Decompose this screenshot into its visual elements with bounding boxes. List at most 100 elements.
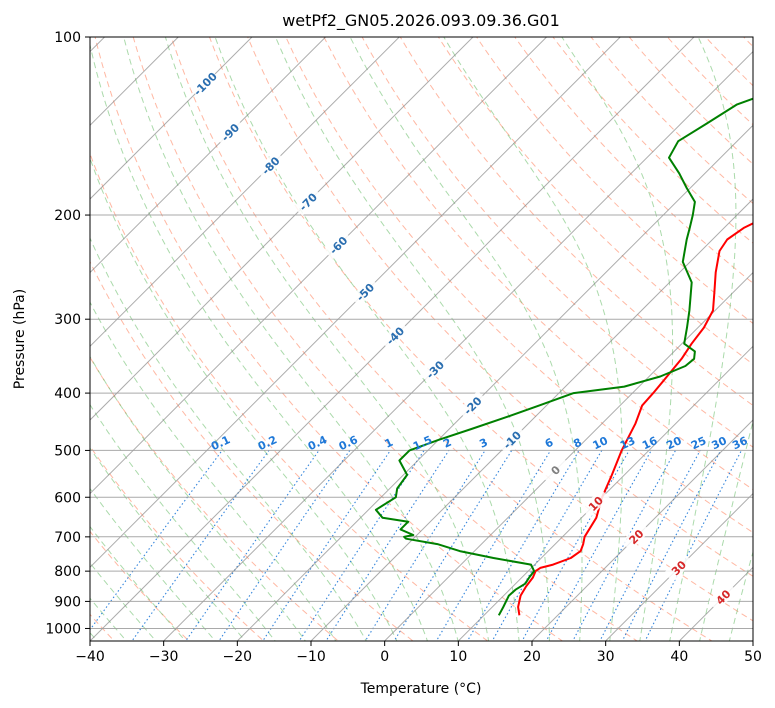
mixing-ratio-line bbox=[262, 450, 391, 641]
y-axis: 100 200 300 400 500 600 700 800 900 1000 bbox=[45, 30, 90, 637]
moist-adiabat-line bbox=[90, 525, 187, 641]
y-tick-label: 800 bbox=[54, 564, 81, 580]
isotherm-line bbox=[90, 37, 622, 569]
x-tick-label: 0 bbox=[380, 649, 389, 665]
dry-adiabat-line bbox=[90, 260, 414, 641]
chart-title: wetPf2_GN05.2026.093.09.36.G01 bbox=[282, 11, 560, 31]
mixing-ratio-line bbox=[131, 450, 270, 641]
y-tick-label: 1000 bbox=[45, 621, 81, 637]
isotherm-label-bg bbox=[540, 455, 570, 485]
moist-adiabat-line bbox=[728, 550, 753, 641]
mixing-ratio-line bbox=[185, 450, 320, 641]
dry-adiabat-line bbox=[94, 37, 564, 641]
isotherm-label-bg bbox=[580, 488, 610, 518]
moist-adiabat-line bbox=[443, 37, 623, 641]
isotherm-line bbox=[90, 37, 401, 348]
moist-adiabat-line bbox=[669, 37, 737, 641]
isotherm-line bbox=[604, 492, 753, 641]
moist-adiabat-line bbox=[90, 157, 398, 641]
mixing-ratio-line bbox=[218, 450, 351, 641]
isotherm-label-bg bbox=[255, 150, 285, 180]
profiles bbox=[374, 97, 753, 616]
isotherm-label-bg bbox=[380, 320, 410, 350]
isotherm-line bbox=[90, 37, 180, 127]
mixing-ratio-line bbox=[545, 450, 652, 641]
isobars bbox=[90, 37, 753, 629]
x-tick-label: −30 bbox=[149, 649, 179, 665]
moist-adiabat-line bbox=[90, 487, 216, 641]
y-tick-label: 100 bbox=[54, 30, 81, 46]
mixing-ratio-line bbox=[521, 450, 630, 641]
plot-area: 0.10.20.40.611.52346810131620253036-100-… bbox=[90, 37, 753, 641]
isotherm-label-bg bbox=[663, 553, 693, 583]
isotherm-line bbox=[236, 124, 753, 641]
y-tick-label: 500 bbox=[54, 443, 81, 459]
moist-adiabat-line bbox=[561, 37, 674, 641]
x-tick-label: −40 bbox=[75, 649, 105, 665]
isotherm-label-bg bbox=[293, 187, 323, 217]
mixing-ratio-lines bbox=[90, 450, 742, 641]
mixing-ratio-line bbox=[491, 450, 603, 641]
y-tick-label: 600 bbox=[54, 490, 81, 506]
isotherm-line bbox=[383, 271, 753, 641]
dewpoint-profile-line bbox=[374, 97, 753, 616]
mixing-ratio-line bbox=[644, 450, 742, 641]
dry-adiabat-line bbox=[132, 37, 638, 641]
y-tick-label: 300 bbox=[54, 312, 81, 328]
isotherm-line bbox=[162, 50, 753, 641]
dry-adiabat-line bbox=[361, 37, 753, 448]
dry-adiabat-line bbox=[666, 37, 753, 126]
mixing-ratio-label: 36 bbox=[730, 434, 750, 452]
isotherms bbox=[90, 37, 753, 641]
mixing-ratio-label: 13 bbox=[618, 434, 637, 452]
dry-adiabat-line bbox=[437, 37, 753, 365]
dry-adiabat-line bbox=[90, 152, 489, 641]
mixing-ratio-label: 20 bbox=[664, 434, 684, 452]
isotherm-label-bg bbox=[708, 582, 738, 612]
x-tick-label: 30 bbox=[597, 649, 615, 665]
x-tick-label: −10 bbox=[296, 649, 326, 665]
dry-adiabats bbox=[90, 37, 753, 641]
mixing-ratio-line bbox=[435, 450, 552, 641]
mixing-ratio-line bbox=[325, 450, 450, 641]
moist-adiabat-line bbox=[90, 562, 157, 641]
mixing-ratio-label: 10 bbox=[591, 434, 611, 452]
x-tick-label: −20 bbox=[223, 649, 253, 665]
mixing-ratio-label: 16 bbox=[640, 434, 660, 452]
mixing-ratio-line bbox=[466, 450, 580, 641]
y-axis-label: Pressure (hPa) bbox=[12, 289, 28, 389]
dry-adiabat-line bbox=[247, 37, 753, 577]
x-tick-label: 20 bbox=[523, 649, 541, 665]
mixing-ratio-label: 30 bbox=[710, 434, 730, 452]
moist-adiabat-line bbox=[90, 403, 276, 641]
dry-adiabat-line bbox=[476, 37, 753, 325]
isotherm-label-bg bbox=[350, 277, 380, 307]
y-tick-label: 400 bbox=[54, 386, 81, 402]
y-tick-label: 200 bbox=[54, 208, 81, 224]
isotherm-label-bg bbox=[420, 354, 450, 384]
isotherm-label-bg bbox=[457, 390, 487, 420]
isotherm-line bbox=[90, 37, 327, 274]
isotherm-label-bg bbox=[215, 117, 245, 147]
x-tick-label: 50 bbox=[744, 649, 762, 665]
moist-adiabat-line bbox=[90, 301, 337, 641]
plot-frame bbox=[89, 36, 754, 642]
y-tick-label: 900 bbox=[54, 594, 81, 610]
isotherm-label-bg bbox=[621, 521, 651, 551]
isotherm-line bbox=[90, 37, 253, 200]
x-axis-label: Temperature (°C) bbox=[360, 681, 482, 697]
mixing-ratio-line bbox=[298, 450, 425, 641]
moist-adiabat-line bbox=[90, 447, 246, 641]
x-tick-label: 10 bbox=[449, 649, 467, 665]
mixing-ratio-line bbox=[90, 450, 223, 631]
isotherm-line bbox=[310, 198, 753, 641]
isotherm-line bbox=[90, 37, 548, 495]
dry-adiabat-line bbox=[323, 37, 753, 491]
temperature-profile-line bbox=[517, 222, 753, 616]
dry-adiabat-line bbox=[90, 445, 265, 641]
isotherm-line bbox=[90, 37, 474, 421]
isotherm-label-bg bbox=[323, 230, 353, 260]
y-tick-label: 700 bbox=[54, 530, 81, 546]
moist-adiabat-line bbox=[90, 355, 307, 641]
